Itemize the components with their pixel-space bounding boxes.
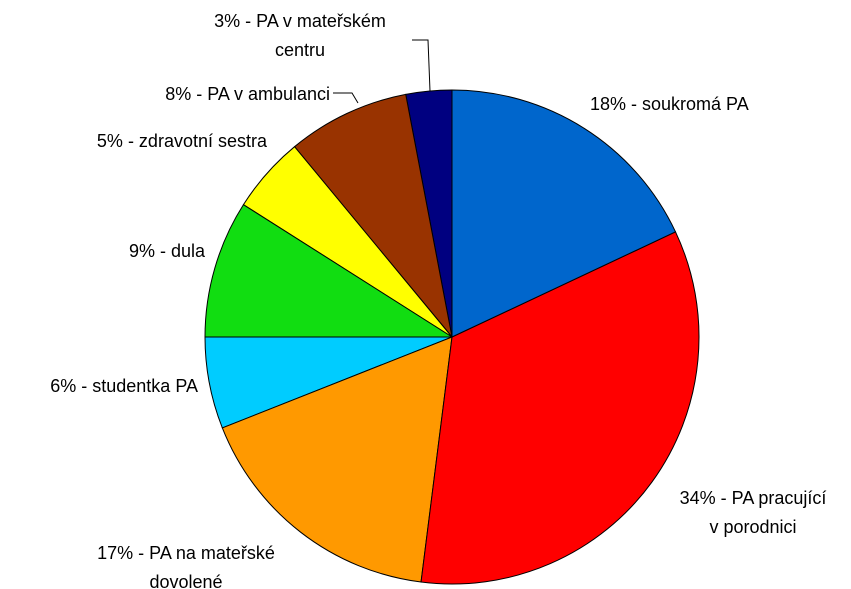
pie-slice	[204, 203, 454, 338]
pie-slice	[451, 89, 677, 338]
data-label: 34% - PA pracující v porodnici	[680, 488, 827, 537]
data-label: 5% - zdravotní sestra	[97, 131, 268, 151]
leader-line	[412, 39, 431, 92]
data-label: 18% - soukromá PA	[590, 94, 749, 114]
data-label: 3% - PA v mateřském centru	[214, 11, 386, 60]
data-label: 9% - dula	[129, 241, 206, 261]
data-label-line: 3% - PA v mateřském	[214, 11, 386, 31]
data-label-line: 17% - PA na mateřské	[97, 543, 275, 563]
data-label-line: 18% - soukromá PA	[590, 94, 749, 114]
pie-slice	[221, 336, 453, 583]
data-label-line: 34% - PA pracující	[680, 488, 827, 508]
data-label-line: v porodnici	[709, 517, 796, 537]
data-label: 8% - PA v ambulanci	[165, 84, 330, 104]
data-label-line: 8% - PA v ambulanci	[165, 84, 330, 104]
data-label-line: 5% - zdravotní sestra	[97, 131, 268, 151]
data-label-line: centru	[275, 40, 325, 60]
pie-slice	[293, 93, 453, 338]
data-label-line: 9% - dula	[129, 241, 206, 261]
data-label-line: dovolené	[149, 572, 222, 589]
pie-slice	[420, 231, 700, 585]
leader-line	[333, 92, 359, 104]
data-label: 6% - studentka PA	[50, 376, 198, 396]
data-label-line: 6% - studentka PA	[50, 376, 198, 396]
data-label: 17% - PA na mateřské dovolené	[97, 543, 275, 589]
